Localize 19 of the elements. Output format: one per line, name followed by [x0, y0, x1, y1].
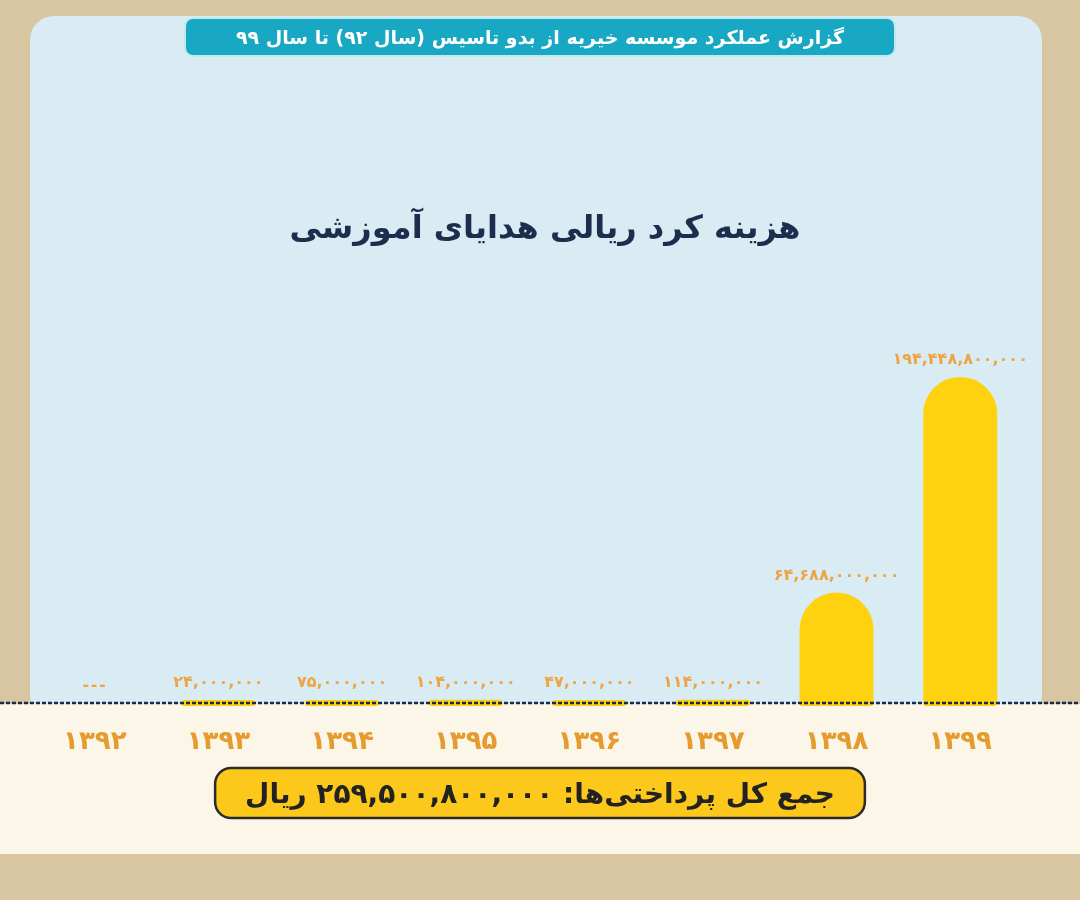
x-tick-label: ۱۳۹۷: [681, 725, 745, 755]
x-tick-label: ۱۳۹۲: [63, 725, 127, 755]
text: جمع کل پرداختی‌ها: ۲۵۹,۵۰۰,۸۰۰,۰۰۰ ریال: [245, 777, 835, 810]
x-tick-label: ۱۳۹۳: [186, 725, 251, 755]
text: ---: [82, 675, 108, 694]
chart-title: هزینه کرد ریالی هدایای آموزشی: [289, 207, 801, 246]
data-label: ۱۰۴,۰۰۰,۰۰۰: [415, 671, 516, 691]
chart-subtitle: گزارش عملکرد موسسه خیریه از بدو تاسیس (سال ۹۲) تا سال ۹۹: [235, 26, 846, 49]
x-tick-label: ۱۳۹۶: [557, 725, 622, 755]
data-label: ۱۹۴,۴۴۸,۸۰۰,۰۰۰: [892, 349, 1028, 368]
data-label: ۱۱۴,۰۰۰,۰۰۰: [662, 671, 763, 691]
x-tick-label: ۱۳۹۹: [928, 725, 993, 755]
data-label: ۷۵,۰۰۰,۰۰۰: [296, 671, 388, 691]
data-label: ۴۷,۰۰۰,۰۰۰: [544, 671, 635, 691]
x-tick-label: ۱۳۹۴: [310, 725, 374, 755]
data-label: ۶۴,۶۸۸,۰۰۰,۰۰۰: [773, 564, 900, 584]
data-label: ۲۴,۰۰۰,۰۰۰: [173, 671, 264, 691]
x-tick-label: ۱۳۹۵: [433, 725, 498, 755]
x-tick-label: ۱۳۹۸: [804, 725, 869, 755]
